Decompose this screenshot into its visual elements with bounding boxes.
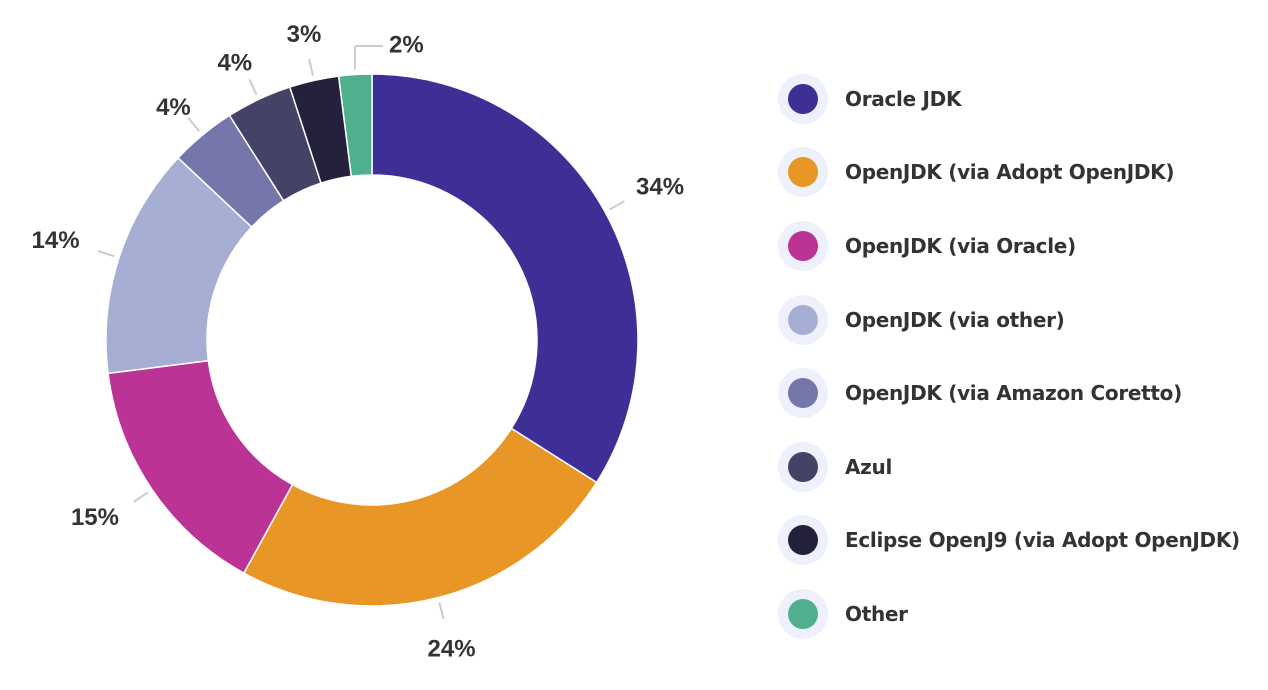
legend-item[interactable]: Eclipse OpenJ9 (via Adopt OpenJDK) <box>778 504 1240 578</box>
legend-label: OpenJDK (via Oracle) <box>845 233 1076 258</box>
legend-marker-icon <box>778 441 828 492</box>
legend-label: OpenJDK (via Adopt OpenJDK) <box>845 160 1175 185</box>
legend-marker-icon <box>778 368 828 419</box>
legend-marker-icon <box>778 515 828 566</box>
leader-line <box>608 200 625 211</box>
leader-line <box>438 602 445 620</box>
legend: Oracle JDK OpenJDK (via Adopt OpenJDK) Ope… <box>778 62 1240 651</box>
legend-item[interactable]: Oracle JDK <box>778 62 1240 136</box>
legend-label: Oracle JDK <box>845 86 962 111</box>
data-label: 34% <box>636 174 684 201</box>
legend-marker-icon <box>778 220 828 271</box>
data-label: 24% <box>428 635 476 662</box>
leader-line <box>97 250 115 258</box>
legend-item[interactable]: OpenJDK (via other) <box>778 283 1240 357</box>
leader-line <box>308 58 314 76</box>
legend-marker-icon <box>778 73 828 124</box>
legend-marker-icon <box>778 294 828 345</box>
data-label: 4% <box>217 49 252 76</box>
donut-chart: 34% 24% 15% 14% 4% 4% 3% 2% <box>32 21 685 662</box>
legend-label: Azul <box>845 454 893 479</box>
data-label: 14% <box>32 227 80 254</box>
data-label: 2% <box>389 31 424 58</box>
legend-label: OpenJDK (via Amazon Coretto) <box>845 381 1182 406</box>
data-label: 3% <box>287 21 322 48</box>
legend-marker-icon <box>778 147 828 198</box>
slice-1 <box>242 427 598 607</box>
legend-item[interactable]: OpenJDK (via Amazon Coretto) <box>778 356 1240 430</box>
legend-item[interactable]: OpenJDK (via Oracle) <box>778 209 1240 283</box>
legend-label: Eclipse OpenJ9 (via Adopt OpenJDK) <box>845 528 1240 553</box>
legend-marker-icon <box>778 588 828 639</box>
data-label: 4% <box>156 94 191 121</box>
leader-line <box>133 491 149 503</box>
leader-line <box>187 117 201 132</box>
slice-7 <box>337 73 373 178</box>
legend-item[interactable]: Other <box>778 577 1240 651</box>
legend-label: OpenJDK (via other) <box>845 307 1065 332</box>
legend-label: Other <box>845 601 908 626</box>
legend-item[interactable]: OpenJDK (via Adopt OpenJDK) <box>778 136 1240 210</box>
leader-line <box>248 78 258 96</box>
legend-item[interactable]: Azul <box>778 430 1240 504</box>
data-label: 15% <box>71 504 119 531</box>
slice-0 <box>371 73 639 484</box>
